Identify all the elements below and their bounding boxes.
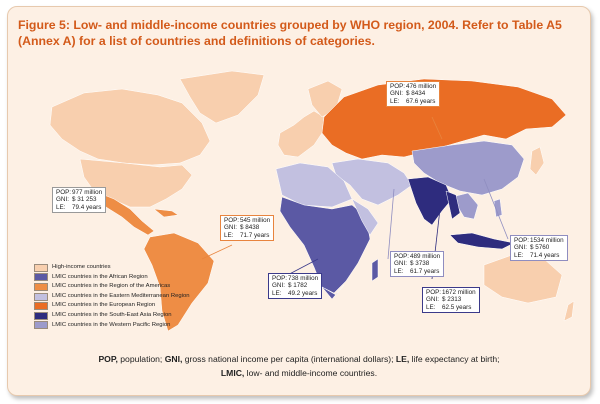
region-philippines (493, 198, 503, 218)
region-central-america (93, 190, 155, 236)
leader-americas (201, 244, 233, 260)
map-legend: High-income countries LMIC countries in t… (34, 263, 190, 330)
region-japan (529, 146, 545, 176)
legend-swatch (34, 321, 48, 330)
region-south-america (143, 232, 215, 332)
callout-americas: POP: 545 million GNI: $ 8438 LE: 71.7 years (220, 215, 275, 242)
legend-label: LMIC countries in the South-East Asia Re… (52, 311, 172, 318)
region-indonesia (449, 232, 515, 250)
world-map (49, 70, 575, 332)
callout-europe: POP: 476 million GNI: $ 8434 LE: 67.6 years (386, 81, 441, 108)
leader-east-med (387, 188, 395, 260)
legend-label: LMIC countries in the Western Pacific Re… (52, 321, 171, 328)
legend-label: LMIC countries in the Eastern Mediterran… (52, 292, 190, 299)
region-new-zealand (563, 300, 575, 322)
legend-label: LMIC countries in the European Region (52, 302, 156, 309)
callout-high-income: POP: 977 million GNI: $ 31 253 LE: 79.4 yea… (52, 187, 107, 214)
legend-swatch (34, 292, 48, 301)
legend-swatch (34, 302, 48, 311)
legend-item: LMIC countries in the African Region (34, 273, 190, 283)
callout-south-east-asia: POP: 1672 million GNI: $ 2313 LE: 62.5 year… (422, 287, 480, 314)
legend-item: High-income countries (34, 263, 190, 273)
region-caribbean (153, 208, 179, 218)
region-western-europe (277, 110, 325, 158)
callout-african: POP: 738 million GNI: $ 1782 LE: 49.2 years (268, 273, 323, 300)
region-sub-saharan-africa (279, 196, 371, 294)
region-south-africa (321, 284, 345, 300)
region-europe-lmic (321, 78, 567, 160)
legend-item: LMIC countries in the Region of the Amer… (34, 282, 190, 292)
leader-europe (431, 116, 443, 140)
legend-swatch (34, 263, 48, 272)
callout-western-pacific: POP: 1534 million GNI: $ 5760 LE: 71.4 year… (510, 235, 568, 262)
legend-item: LMIC countries in the Western Pacific Re… (34, 321, 190, 331)
legend-swatch (34, 273, 48, 282)
legend-swatch (34, 311, 48, 320)
legend-label: High-income countries (52, 264, 111, 270)
region-india (407, 176, 453, 226)
footnote-line-2: LMIC, low- and middle-income countries. (220, 368, 378, 378)
region-eastern-med (331, 158, 413, 206)
figure-panel: Figure 5: Low- and middle-income countri… (7, 6, 591, 396)
legend-label: LMIC countries in the Region of the Amer… (52, 283, 171, 290)
leader-western-pacific (483, 178, 509, 240)
legend-item: LMIC countries in the European Region (34, 301, 190, 311)
region-greenland (179, 70, 265, 124)
region-horn-africa (351, 198, 379, 236)
figure-title: Figure 5: Low- and middle-income countri… (18, 18, 562, 48)
region-myanmar-thailand (445, 190, 461, 220)
legend-item: LMIC countries in the Eastern Mediterran… (34, 292, 190, 302)
legend-label: LMIC countries in the African Region (52, 273, 148, 280)
region-canada (49, 88, 211, 166)
legend-item: LMIC countries in the South-East Asia Re… (34, 311, 190, 321)
region-australia (483, 254, 563, 304)
callout-east-med: POP: 489 million GNI: $ 3738 LE: 61.7 years (390, 251, 445, 278)
footnote-line-1: POP, population; GNI, gross national inc… (98, 354, 500, 364)
region-madagascar (371, 258, 379, 282)
region-china (411, 140, 525, 196)
legend-swatch (34, 282, 48, 291)
